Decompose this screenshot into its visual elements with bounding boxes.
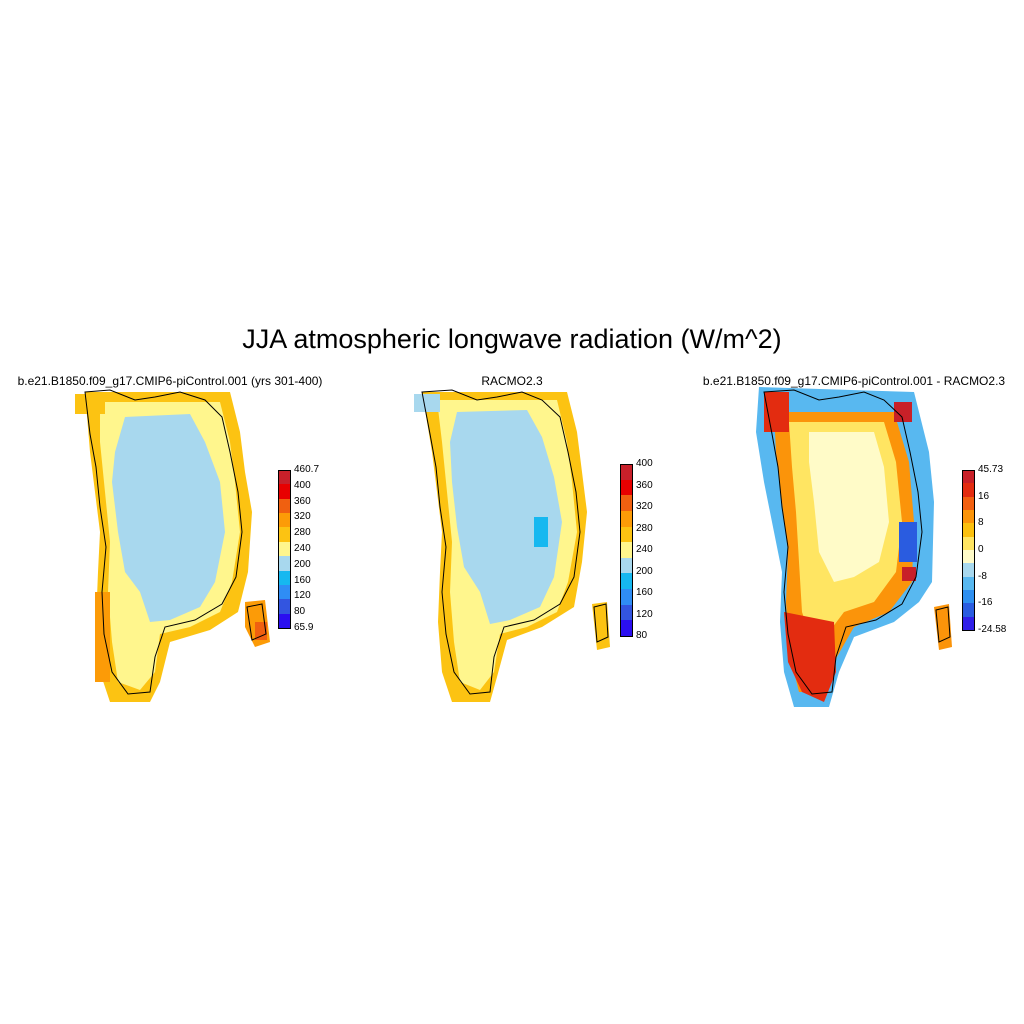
colorbar-swatch: [620, 573, 633, 590]
colorbar-swatch: [962, 590, 975, 604]
colorbar-swatch: [962, 603, 975, 617]
colorbar-swatch: [278, 599, 291, 614]
colorbar-swatch: [962, 616, 975, 631]
eastern-island-red: [255, 622, 267, 640]
colorbar-tick-label: 120: [636, 608, 653, 620]
colorbar-tick-label: 460.7: [294, 464, 320, 475]
colorbar-tick-label: 0: [978, 544, 984, 555]
east-red-cells: [902, 567, 916, 581]
colorbar-tick-label: -16: [978, 597, 993, 609]
panel-obs-title: RACMO2.3: [481, 374, 543, 388]
colorbar-swatch: [620, 604, 633, 621]
island-coastline: [246, 603, 267, 641]
colorbar-tick-label: 360: [294, 495, 311, 507]
colorbar-swatch: [278, 527, 291, 542]
main-title: JJA atmospheric longwave radiation (W/m^…: [242, 324, 782, 354]
colorbar-swatch: [962, 550, 975, 564]
colorbar-tick-label: 200: [636, 565, 653, 577]
island-coastline: [593, 603, 609, 643]
panel-model: b.e21.B1850.f09_g17.CMIP6-piControl.001 …: [0, 372, 340, 712]
colorbar-tick-label: -8: [978, 570, 987, 582]
colorbar-swatch: [620, 495, 633, 511]
colorbar-tick-label: 160: [636, 587, 653, 598]
colorbar-tick-label: 240: [294, 543, 311, 554]
panel-obs: RACMO2.3 80 120 160 200 240 280 320 360 400: [342, 372, 682, 712]
panel-model-title: b.e21.B1850.f09_g17.CMIP6-piControl.001 …: [17, 374, 323, 388]
interior-region: [450, 410, 562, 624]
colorbar-swatch: [962, 470, 975, 485]
colorbar-swatch: [962, 483, 975, 497]
panel-diff-title: b.e21.B1850.f09_g17.CMIP6-piControl.001 …: [702, 374, 1006, 388]
interior-cyan-cells: [534, 517, 548, 547]
ice-sheet-shading: [75, 392, 270, 702]
interior-region: [112, 414, 225, 622]
colorbar-tick-label: 80: [294, 606, 306, 618]
colorbar-swatch: [278, 570, 291, 585]
colorbar-swatch: [962, 563, 975, 577]
colorbar-tick-label: 280: [294, 527, 311, 539]
colorbar-swatch: [962, 523, 975, 537]
colorbar-swatch: [278, 484, 291, 499]
colorbar-swatch: [278, 513, 291, 528]
colorbar-swatch: [620, 620, 633, 637]
island-coastline: [935, 606, 951, 643]
southern-red-cells: [784, 612, 836, 702]
colorbar-tick-label: 160: [294, 574, 311, 586]
colorbar-swatch: [620, 542, 633, 558]
colorbar-swatch: [962, 576, 975, 590]
coastline: [763, 389, 923, 695]
greenland-map-model: [75, 389, 270, 702]
colorbar-swatch: [620, 479, 633, 496]
colorbar-swatch: [278, 470, 291, 486]
colorbar-swatch: [962, 496, 975, 510]
colorbar-tick-label: -24.58: [978, 624, 1007, 635]
colorbar-tick-label: 320: [636, 501, 653, 512]
colorbar-swatch: [962, 536, 975, 550]
pale-interior: [809, 432, 889, 582]
panel-diff: b.e21.B1850.f09_g17.CMIP6-piControl.001 …: [684, 372, 1024, 712]
southwest-orange-cells: [95, 592, 110, 682]
northwest-cells: [414, 394, 440, 412]
east-blue-cells: [899, 522, 917, 562]
difference-shading: [756, 387, 952, 707]
northeast-red-cells: [894, 402, 912, 422]
colorbar-swatch: [278, 613, 291, 629]
ice-sheet-shading: [414, 392, 610, 702]
colorbar-swatch: [620, 589, 633, 605]
colorbar-swatch: [278, 498, 291, 514]
colorbar-tick-label: 400: [636, 458, 653, 469]
colorbar-tick-label: 360: [636, 479, 653, 491]
colorbar-tick-label: 240: [636, 544, 653, 555]
colorbar-tick-label: 280: [636, 522, 653, 534]
colorbar-tick-label: 400: [294, 479, 311, 491]
greenland-map-diff: [756, 387, 952, 707]
colorbar-swatch: [620, 464, 633, 481]
colorbar-tick-label: 8: [978, 517, 984, 529]
coastline: [84, 389, 243, 695]
colorbar-swatch: [278, 584, 291, 600]
colorbar-swatch: [620, 557, 633, 574]
colorbar-tick-label: 16: [978, 490, 990, 502]
colorbar-swatch: [620, 510, 633, 527]
colorbar-swatch: [620, 526, 633, 543]
northwest-orange-cells: [75, 394, 105, 414]
colorbar-swatch: [278, 556, 291, 571]
colorbar-swatch: [278, 541, 291, 557]
colorbar-tick-label: 320: [294, 511, 311, 523]
colorbar-tick-label: 120: [294, 590, 311, 602]
coastline: [421, 389, 581, 695]
colorbar-tick-label: 80: [636, 630, 648, 641]
greenland-map-obs: [414, 389, 610, 702]
colorbar-tick-label: 200: [294, 558, 311, 570]
colorbar-tick-label: 45.73: [978, 464, 1004, 475]
colorbar-swatch: [962, 510, 975, 524]
colorbar-tick-label: 65.9: [294, 622, 314, 633]
